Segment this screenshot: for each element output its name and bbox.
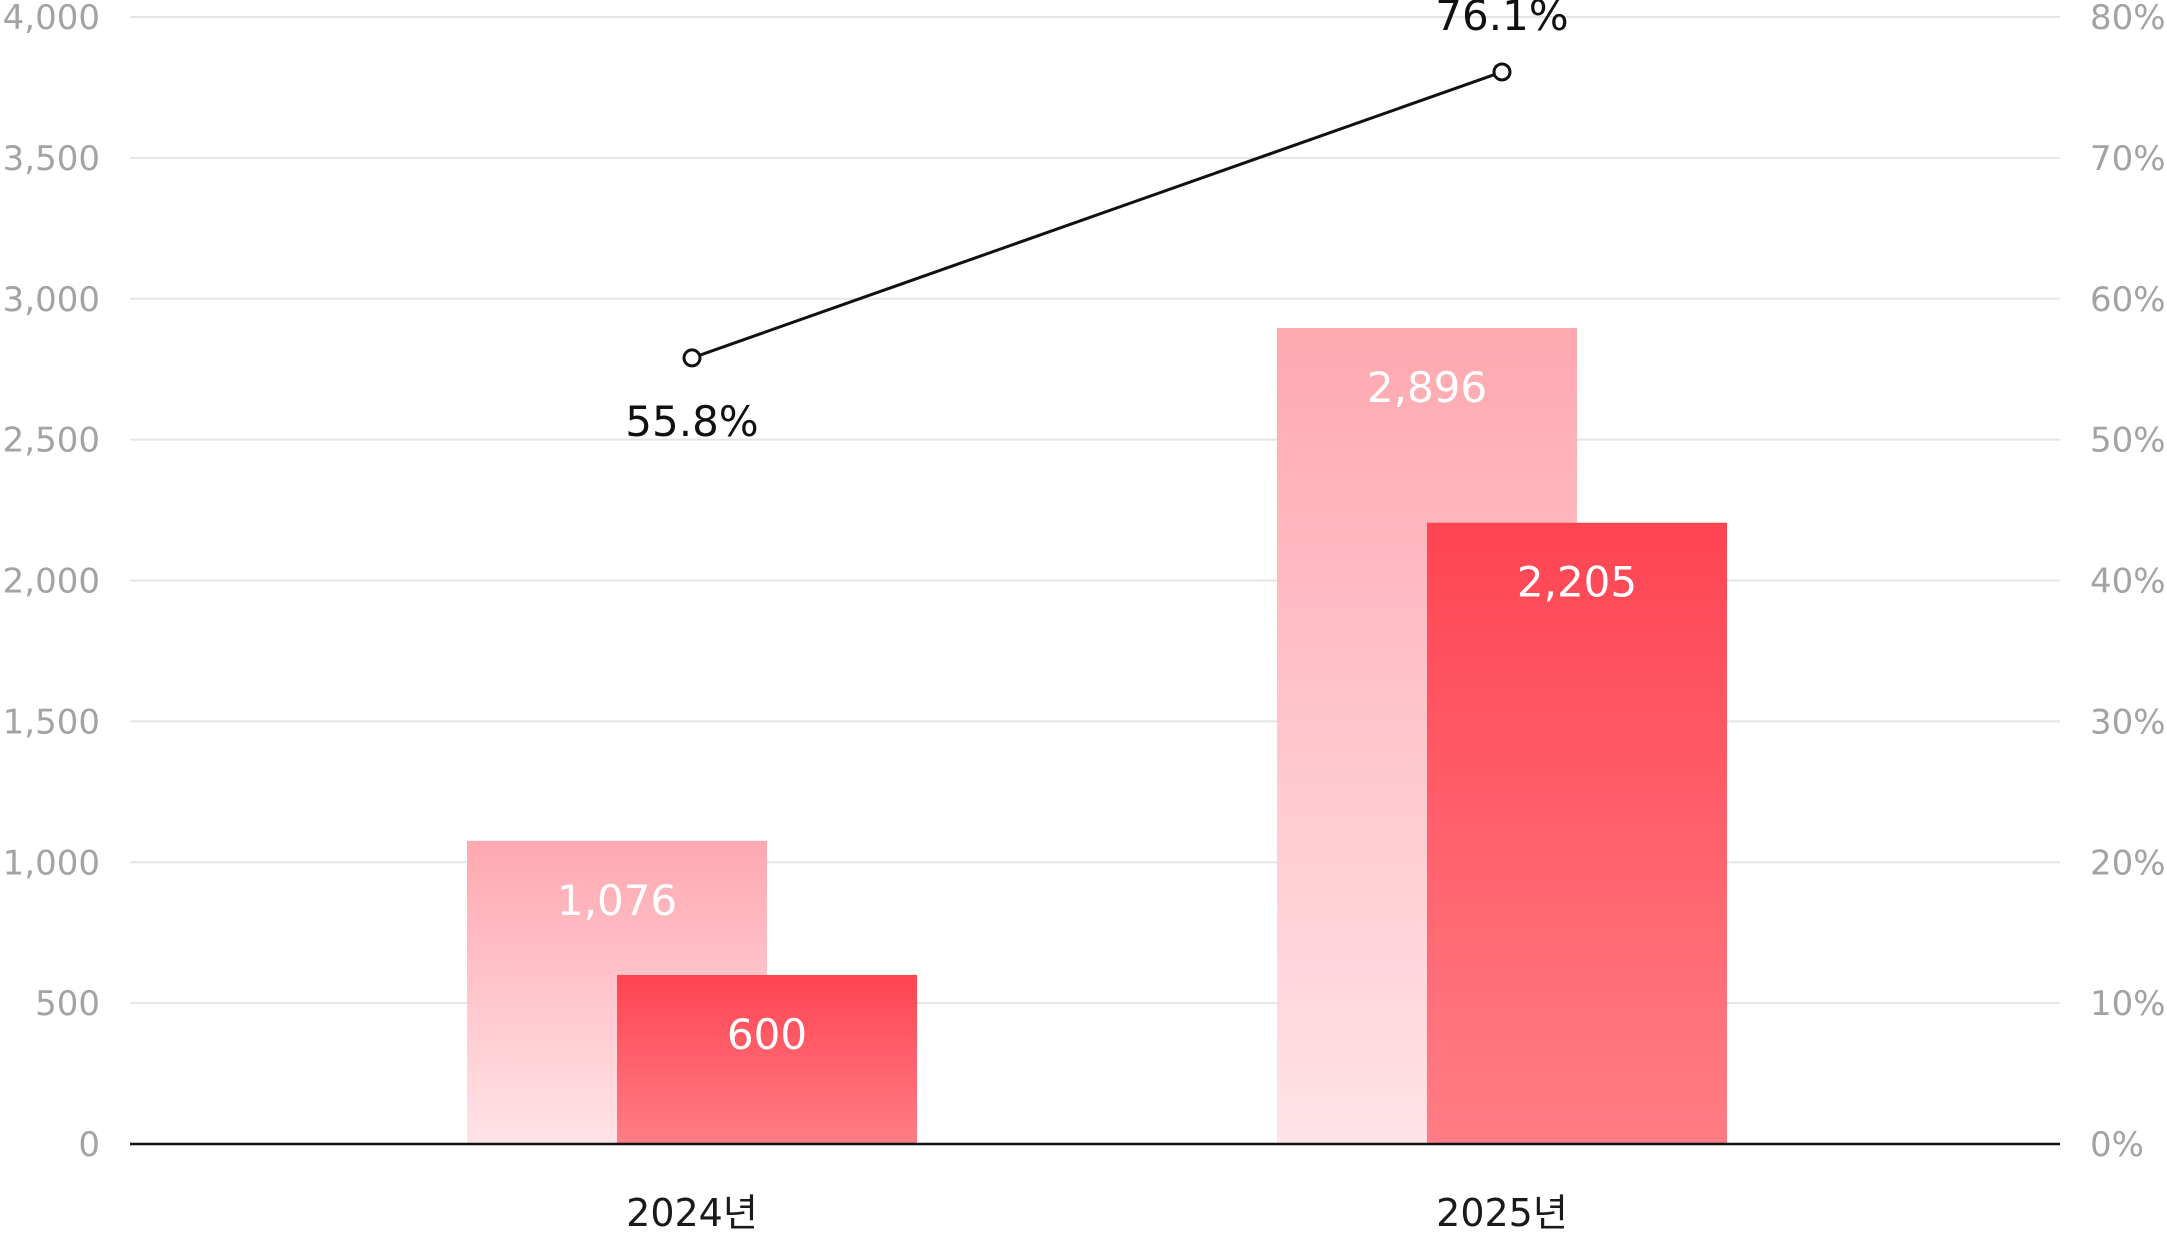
y-right-tick-label: 70% — [2090, 139, 2166, 179]
y-left-tick-label: 1,500 — [3, 702, 100, 742]
category-labels: 2024년 2025년 — [626, 1191, 1568, 1235]
y-left-tick-label: 3,000 — [3, 280, 100, 320]
y-right-tick-label: 50% — [2090, 421, 2166, 461]
y-right-tick-label: 60% — [2090, 280, 2166, 320]
y-right-tick-label: 40% — [2090, 562, 2166, 602]
y-left-tick-label: 2,500 — [3, 421, 100, 461]
y-right-tick-label: 80% — [2090, 0, 2166, 38]
y-left-tick-label: 0 — [78, 1125, 100, 1165]
y-right-tick-label: 0% — [2090, 1125, 2144, 1165]
y-left-tick-label: 4,000 — [3, 0, 100, 38]
rate-line-series: 55.8% 76.1% — [625, 0, 1568, 446]
y-left-tick-label: 500 — [35, 984, 100, 1024]
y-left-tick-label: 3,500 — [3, 139, 100, 179]
rate-value-label: 76.1% — [1435, 0, 1568, 40]
bar-value-label: 2,205 — [1517, 558, 1637, 607]
rate-point — [1492, 62, 1512, 82]
bar — [1427, 522, 1727, 1144]
gridlines — [130, 16, 2060, 1005]
y-right-tick-label: 10% — [2090, 984, 2166, 1024]
y-right-tick-label: 20% — [2090, 843, 2166, 883]
rate-point — [682, 348, 702, 368]
bar-value-label: 2,896 — [1367, 363, 1487, 412]
rate-line — [691, 70, 1503, 360]
x-category-label: 2025년 — [1436, 1191, 1568, 1235]
y-left-tick-label: 2,000 — [3, 562, 100, 602]
y-left-tick-label: 1,000 — [3, 843, 100, 883]
bar-labels: 1,076 600 2,896 2,205 — [557, 363, 1637, 1059]
right-axis-ticks: 0% 10% 20% 30% 40% 50% 60% 70% 80% — [2090, 0, 2166, 1165]
left-axis-ticks: 0 500 1,000 1,500 2,000 2,500 3,000 3,500 4,000 — [3, 0, 100, 1165]
x-category-label: 2024년 — [626, 1191, 758, 1235]
rate-value-label: 55.8% — [625, 397, 758, 446]
bar-value-label: 600 — [727, 1010, 807, 1059]
bars — [467, 328, 1727, 1144]
y-right-tick-label: 30% — [2090, 702, 2166, 742]
bar-value-label: 1,076 — [557, 876, 677, 925]
bar — [617, 974, 917, 1144]
